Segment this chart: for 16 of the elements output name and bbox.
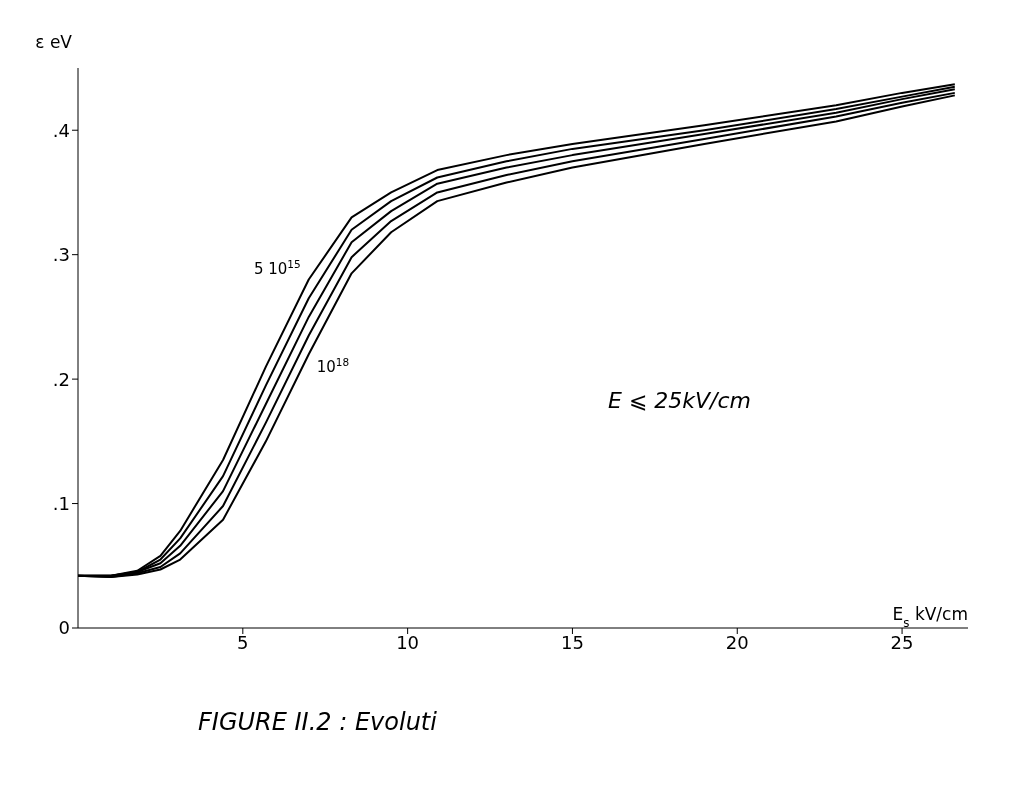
annotation: E ⩽ 25kV/cm [608, 388, 752, 413]
y-tick-label: .1 [52, 492, 70, 514]
y-axis-title: ε eV [35, 32, 73, 52]
y-tick-label: .3 [52, 244, 70, 266]
y-tick-label: 0 [58, 617, 70, 639]
series-label: 5 10$^{15}$ [253, 257, 301, 278]
x-tick-label: 25 [890, 631, 914, 653]
y-tick-label: .4 [52, 119, 70, 141]
series-label: 10$^{18}$ [316, 356, 350, 377]
x-tick-label: 5 [237, 631, 249, 653]
x-axis-title: E$_{s}$ kV/cm [892, 604, 968, 630]
x-tick-label: 10 [396, 631, 420, 653]
x-tick-label: 15 [560, 631, 584, 653]
text: FIGURE II.2 : Evoluti [198, 708, 437, 736]
x-tick-label: 20 [725, 631, 749, 653]
y-tick-label: .2 [52, 368, 70, 390]
